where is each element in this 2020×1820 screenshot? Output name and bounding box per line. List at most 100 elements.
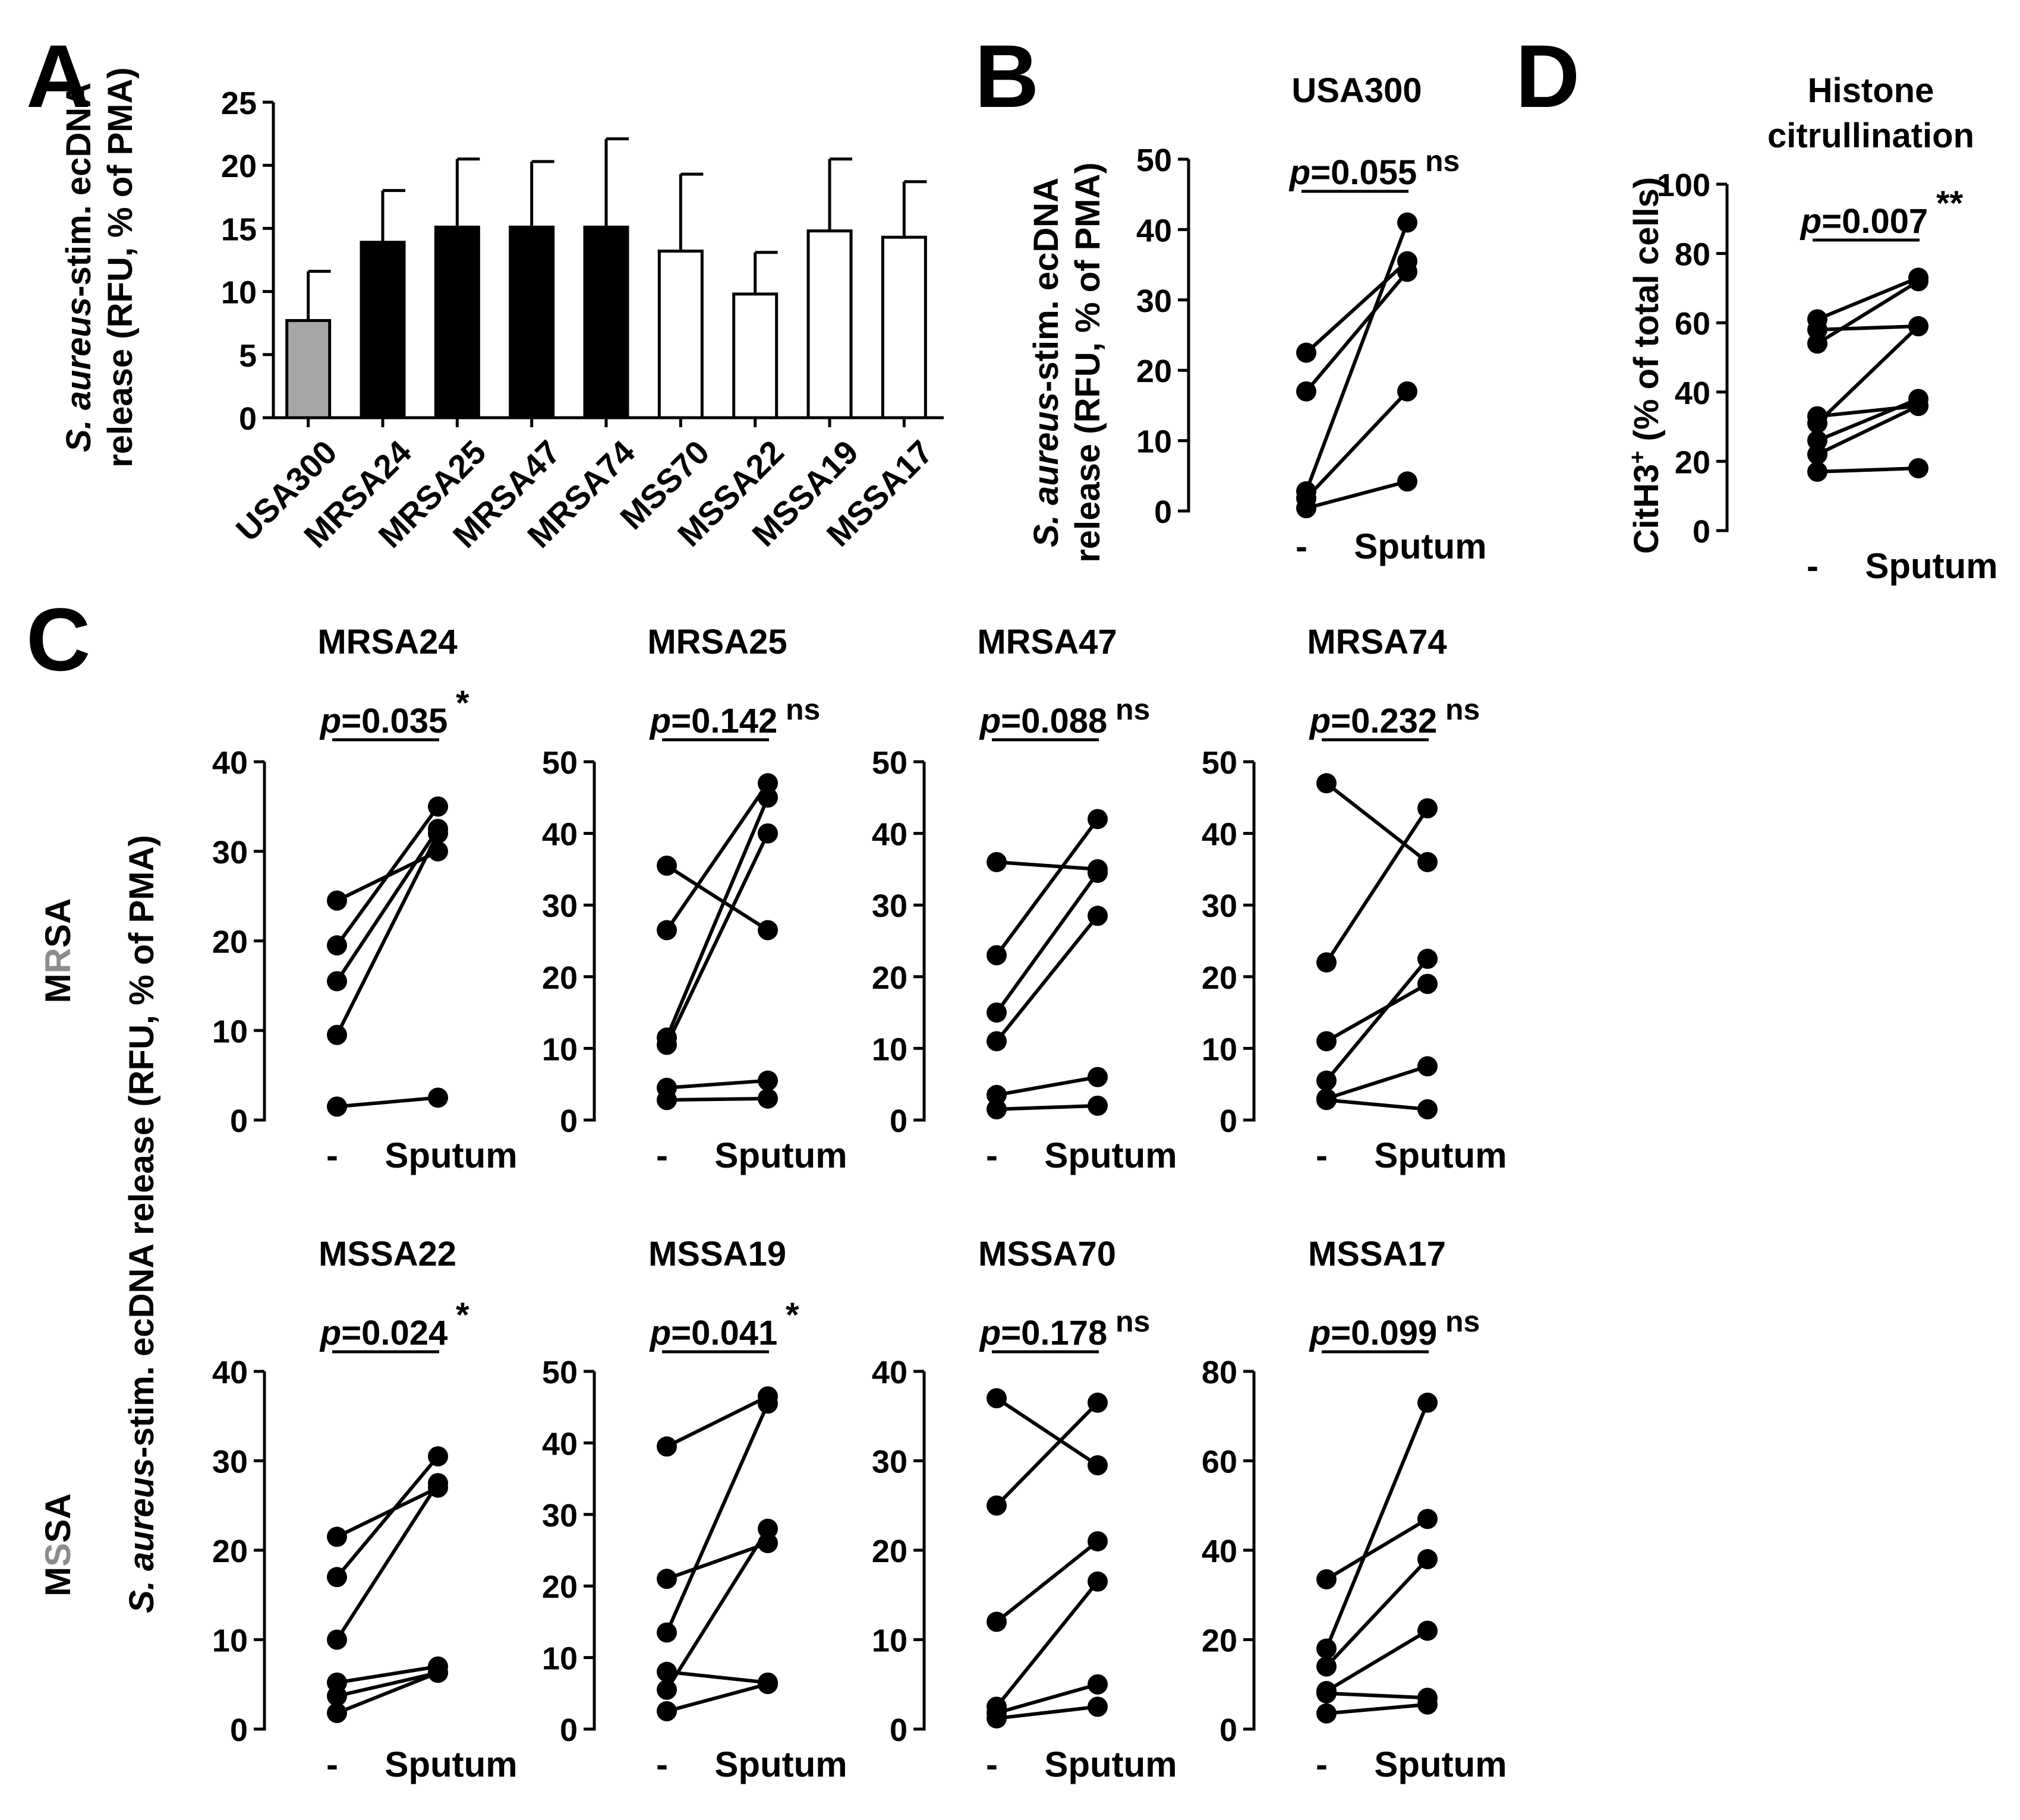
row-label-mrsa-mid: R: [38, 948, 78, 973]
chart-c-mrsa74: 0 10 20 30 40 50 - Sputum MRSA74 p=0.232 ns: [1202, 623, 1507, 1175]
p-value-label: p=0.088: [979, 702, 1107, 740]
bar-MSSA22: [732, 292, 779, 419]
svg-text:S. aureus-stim. ecDNA: S. aureus-stim. ecDNA: [59, 83, 98, 452]
p-value-label: p=0.142: [649, 702, 777, 740]
y-tick-label: 30: [872, 1444, 907, 1480]
chart-c-mssa17: 0 20 40 60 80 - Sputum MSSA17 p=0.099 ns: [1202, 1235, 1507, 1784]
x-label-sputum: Sputum: [1354, 526, 1486, 566]
point-after-6: [428, 1663, 448, 1683]
y-tick-label: 40: [872, 817, 907, 853]
pair-line-3: [995, 872, 1099, 1014]
point-after-2: [1088, 1392, 1108, 1413]
point-after-2: [758, 773, 778, 794]
pair-line-5: [1326, 1064, 1428, 1100]
point-before-6: [327, 1702, 347, 1723]
x-label-sputum: Sputum: [1044, 1745, 1177, 1784]
p-value-label: p=0.024: [319, 1314, 448, 1352]
significance-mark: ns: [1445, 1305, 1480, 1338]
point-after-3: [758, 1393, 778, 1414]
p-value-label: p=0.055: [1288, 153, 1417, 192]
significance-mark: *: [786, 1296, 799, 1335]
x-label-minus: -: [1316, 1745, 1328, 1784]
significance-mark: ns: [1425, 144, 1460, 178]
panel-letter-d: D: [1515, 26, 1580, 126]
panel-a-ylabel-italic: S. aureus: [59, 297, 98, 452]
chart-c-mrsa47: 0 10 20 30 40 50 - Sputum MRSA47 p=0.088 ns: [872, 623, 1177, 1175]
panel-b-ylabel-italic: S. aureus: [1027, 392, 1066, 547]
y-tick-label: 60: [1202, 1444, 1237, 1480]
y-tick-label: 50: [872, 745, 907, 781]
point-after-7: [1908, 396, 1928, 417]
y-tick-label: 40: [872, 1355, 907, 1390]
y-tick-label: 0: [230, 1712, 248, 1748]
p-symbol: p: [1288, 153, 1310, 192]
panel-title: MRSA74: [1307, 623, 1447, 661]
p-symbol: p: [319, 1314, 341, 1352]
y-tick-label: 20: [1675, 444, 1710, 480]
point-before-1: [327, 1526, 347, 1547]
pair-line-1: [1325, 781, 1429, 864]
panel-letter-c: C: [26, 589, 90, 689]
point-before-1: [657, 1436, 677, 1457]
pair-line-1: [1325, 1517, 1429, 1581]
pair-line-3: [665, 797, 770, 1039]
bar-MSSA17: [881, 235, 927, 419]
point-before-5: [1807, 413, 1827, 434]
p-value-label: p=0.035: [319, 702, 448, 740]
p-symbol: p: [979, 702, 1001, 740]
p-value: =0.024: [341, 1314, 448, 1352]
point-before-2: [657, 1569, 677, 1589]
y-tick-label: 20: [221, 149, 257, 184]
point-after-6: [1088, 1095, 1108, 1116]
point-after-4: [1397, 381, 1417, 402]
point-before-2: [327, 935, 347, 956]
p-symbol: p: [319, 702, 341, 740]
panel-title: USA300: [1291, 71, 1422, 110]
panel-b-ylabel: S. aureus-stim. ecDNA release (RFU, % of…: [1027, 162, 1107, 563]
y-tick-label: 0: [1219, 1712, 1237, 1748]
point-before-1: [1316, 773, 1337, 794]
significance-mark: ns: [1115, 693, 1150, 726]
y-tick-label: 10: [872, 1623, 907, 1659]
point-after-6: [758, 1088, 778, 1109]
point-before-2: [1316, 952, 1337, 973]
bar-USA300: [285, 318, 332, 419]
chart-c-mrsa24: 0 10 20 30 40 - Sputum MRSA24 p=0.035 *: [212, 623, 518, 1175]
y-tick-label: 20: [872, 960, 907, 996]
pair-line-1: [1816, 276, 1920, 321]
y-tick-label: 80: [1202, 1355, 1237, 1390]
p-value-label: p=0.099: [1309, 1314, 1437, 1352]
chart-b-usa300: 0 10 20 30 40 50 - Sputum USA300 p=0.055 ns: [1136, 71, 1487, 566]
point-before-5: [1316, 1683, 1337, 1704]
y-tick-label: 50: [1202, 745, 1237, 781]
panel-b-ylabel-line2: release (RFU, % of PMA): [1069, 162, 1107, 563]
panel-letter-b: B: [975, 26, 1039, 126]
pair-line-1: [995, 1396, 1099, 1467]
row-label-mssa: MSSA: [38, 1493, 78, 1596]
pair-line-2: [335, 1455, 440, 1579]
point-after-6: [1417, 1099, 1438, 1119]
point-before-6: [657, 1090, 677, 1111]
p-value: =0.142: [671, 702, 777, 740]
panel-a-ylabel-line2: release (RFU, % of PMA): [101, 67, 140, 468]
point-after-4: [428, 823, 448, 844]
p-value-label: p=0.232: [1309, 702, 1437, 740]
chart-d-histone: 0 20 40 60 80 100 - Sputum p=0.007 **: [1657, 168, 1998, 586]
x-label-minus: -: [326, 1135, 338, 1175]
point-before-5: [327, 1096, 347, 1117]
pair-line-4: [1325, 1629, 1429, 1693]
pair-line-2: [665, 782, 770, 932]
point-after-4: [1088, 1571, 1108, 1592]
p-value: =0.088: [1001, 702, 1107, 740]
p-value-label: p=0.007: [1800, 202, 1928, 241]
y-tick-label: 30: [872, 888, 907, 924]
point-after-6: [1088, 1696, 1108, 1717]
pair-line-4: [995, 1580, 1099, 1708]
x-label-sputum: Sputum: [714, 1745, 847, 1784]
pair-line-3: [335, 1482, 440, 1641]
point-after-4: [1088, 906, 1108, 926]
y-tick-label: 10: [542, 1032, 578, 1067]
point-before-1: [987, 851, 1007, 872]
y-tick-label: 60: [1675, 306, 1710, 342]
y-tick-label: 0: [560, 1712, 578, 1748]
